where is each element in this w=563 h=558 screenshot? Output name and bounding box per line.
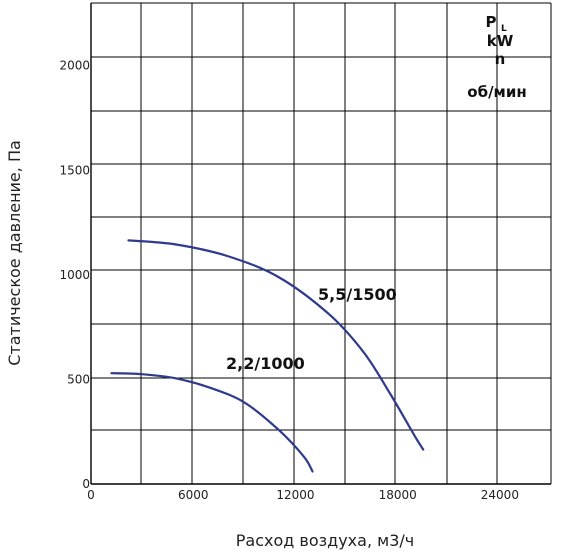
y-axis-ticks: 0 500 1000 1500 2000 <box>59 59 90 491</box>
y-tick-label: 500 <box>67 372 90 386</box>
x-tick-label: 12000 <box>276 488 314 502</box>
x-tick-label: 18000 <box>379 488 417 502</box>
x-tick-label: 24000 <box>481 488 519 502</box>
legend-power-symbol: P <box>486 13 497 31</box>
legend-power-subscript: L <box>501 24 507 34</box>
grid <box>90 2 552 485</box>
legend: P L kW n об/мин <box>467 13 526 101</box>
x-tick-label: 6000 <box>178 488 209 502</box>
x-tick-label: 0 <box>87 488 95 502</box>
curves <box>110 239 425 473</box>
legend-kw-label: kW <box>487 32 514 50</box>
y-axis-title: Статическое давление, Па <box>5 140 24 366</box>
x-axis-title: Расход воздуха, м3/ч <box>236 531 414 550</box>
y-tick-label: 1500 <box>59 163 90 177</box>
legend-rpm-label: об/мин <box>467 83 526 101</box>
y-tick-label: 2000 <box>59 59 90 73</box>
legend-n-label: n <box>495 50 506 68</box>
series-label: 2,2/1000 <box>226 354 305 373</box>
series-label: 5,5/1500 <box>318 285 397 304</box>
y-tick-label: 0 <box>82 477 90 491</box>
y-tick-label: 1000 <box>59 268 90 282</box>
x-axis-ticks: 0 6000 12000 18000 24000 <box>87 488 519 502</box>
series-curve <box>127 239 425 451</box>
curve-labels: 2,2/1000 5,5/1500 <box>226 285 397 373</box>
series-curve <box>110 372 314 473</box>
